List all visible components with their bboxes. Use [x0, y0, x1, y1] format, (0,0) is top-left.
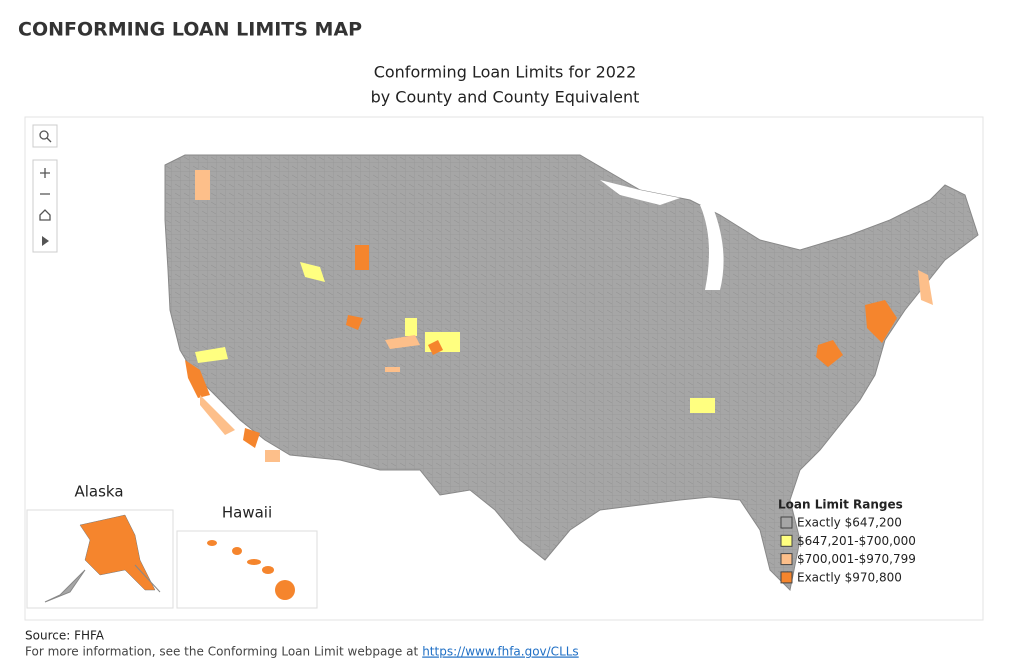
region: [300, 262, 325, 282]
legend-label: $700,001-$970,799: [797, 552, 916, 566]
region: [207, 540, 217, 546]
lake-michigan: [700, 205, 724, 290]
region: [185, 360, 210, 398]
toolbar: [32, 124, 58, 253]
source: Source: FHFA: [25, 629, 105, 643]
legend-swatch: [780, 534, 793, 547]
hawaii: [207, 540, 295, 600]
region: [346, 315, 363, 330]
legend-swatch: [780, 553, 793, 566]
region: [405, 318, 417, 336]
region: [232, 547, 242, 555]
legend: Loan Limit Ranges Exactly $647,200 $647,2…: [778, 498, 916, 585]
region: [262, 566, 274, 574]
info-text: For more information, see the Conforming…: [25, 645, 418, 659]
legend-label: $647,201-$700,000: [797, 534, 916, 548]
us-map: [164, 154, 979, 592]
region: [265, 450, 280, 462]
legend-swatch: [780, 571, 793, 584]
region: [355, 245, 369, 270]
lake-superior: [600, 180, 680, 205]
region: [243, 428, 260, 448]
page-title: CONFORMING LOAN LIMITS MAP: [18, 19, 362, 41]
region: [918, 270, 933, 305]
search-button[interactable]: [32, 124, 58, 148]
region: [275, 580, 295, 600]
legend-label: Exactly $647,200: [797, 516, 902, 530]
legend-label: Exactly $970,800: [797, 570, 902, 584]
inset-label: Hawaii: [222, 504, 272, 522]
region: [200, 395, 235, 435]
region: [865, 300, 897, 343]
high-cost-areas: [185, 170, 933, 462]
link[interactable]: https://www.fhfa.gov/CLLs: [422, 645, 579, 659]
region: [690, 398, 715, 413]
region: [195, 347, 228, 363]
alaska: [79, 514, 156, 591]
inset-label: Alaska: [74, 483, 123, 501]
region: [385, 335, 420, 349]
link-text[interactable]: https://www.fhfa.gov/CLLs: [422, 645, 579, 659]
legend-title: Loan Limit Ranges: [778, 498, 903, 512]
region: [428, 340, 443, 355]
region: [816, 340, 843, 367]
map-title: Conforming Loan Limits for 2022: [374, 63, 637, 82]
inset-frame: [176, 530, 318, 609]
region: [247, 559, 261, 565]
alaska-tail: [44, 564, 161, 603]
region: [195, 170, 210, 200]
region: [385, 367, 400, 372]
map-subtitle: by County and County Equivalent: [371, 88, 640, 107]
legend-swatch: [780, 516, 793, 529]
